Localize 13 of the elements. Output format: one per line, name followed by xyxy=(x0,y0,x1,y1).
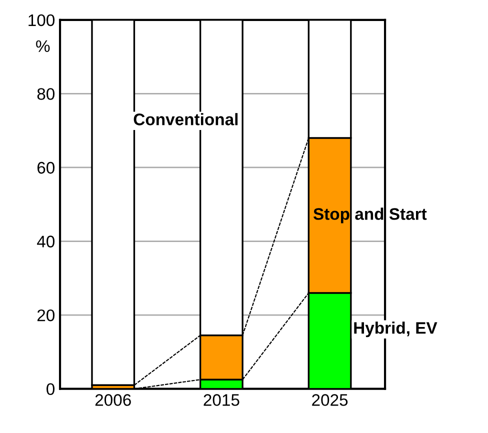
x-tick-label: 2025 xyxy=(312,394,348,406)
series-label: Stop and Start xyxy=(313,208,427,224)
x-tick-label: 2006 xyxy=(95,394,131,406)
series-label: Conventional xyxy=(134,113,238,126)
y-axis-title: % xyxy=(36,40,50,52)
y-tick-label: 20 xyxy=(37,309,55,322)
series-label: Hybrid, EV xyxy=(354,322,438,338)
y-tick-label: 60 xyxy=(37,162,55,174)
y-tick-label: 80 xyxy=(37,88,55,100)
y-tick-label: 0 xyxy=(46,383,55,396)
x-tick-label: 2015 xyxy=(204,394,240,406)
y-tick-label: 100 xyxy=(28,14,55,26)
y-tick-label: 40 xyxy=(37,236,55,248)
